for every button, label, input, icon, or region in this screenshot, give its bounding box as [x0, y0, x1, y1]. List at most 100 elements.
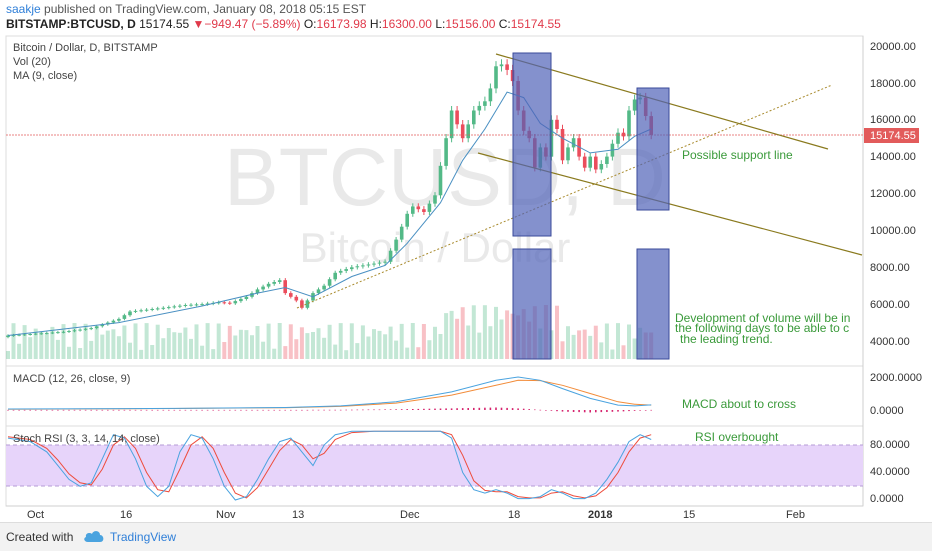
- volume-bar: [227, 325, 232, 359]
- macd-histogram-bar: [484, 407, 486, 410]
- candle-body: [61, 331, 66, 333]
- macd-histogram-bar: [517, 408, 519, 410]
- macd-histogram-bar: [500, 407, 503, 410]
- volume-bar: [610, 349, 615, 359]
- macd-histogram-bar: [345, 409, 347, 411]
- candle-body: [344, 269, 348, 271]
- volume-bar: [78, 348, 83, 359]
- volume-bar: [61, 324, 66, 359]
- macd-histogram-bar: [312, 409, 314, 411]
- volume-bar: [416, 347, 421, 359]
- candle-body: [228, 302, 232, 304]
- macd-histogram-bar: [456, 408, 458, 410]
- volume-bar: [211, 349, 216, 359]
- volume-bar: [460, 307, 465, 359]
- price-tick: 20000.00: [870, 41, 916, 53]
- macd-histogram-bar: [90, 409, 92, 411]
- candle-body: [350, 267, 354, 270]
- macd-histogram-bar: [156, 409, 159, 411]
- time-tick: Dec: [400, 509, 420, 521]
- time-tick: 2018: [588, 509, 612, 521]
- macd-histogram-bar: [173, 409, 176, 411]
- price-tick: 16000.00: [870, 114, 916, 126]
- candle-body: [17, 334, 21, 336]
- candle-body: [616, 132, 620, 144]
- highlight-box-volume-right[interactable]: [636, 248, 670, 360]
- macd-histogram-bar: [367, 409, 370, 411]
- candle-body: [250, 293, 254, 297]
- volume-bar: [333, 344, 338, 359]
- price-axis[interactable]: 20000.00 18000.00 16000.00 14000.00 1200…: [870, 41, 916, 348]
- volume-bar: [632, 338, 637, 359]
- macd-histogram-bar: [34, 409, 37, 411]
- candle-body: [200, 304, 204, 306]
- time-axis[interactable]: Oct 16 Nov 13 Dec 18 2018 15 Feb: [27, 509, 805, 521]
- macd-histogram-bar: [62, 409, 65, 411]
- candle-body: [338, 270, 343, 273]
- macd-histogram-bar: [428, 408, 431, 410]
- price-tick: 12000.00: [870, 188, 916, 200]
- volume-bar: [294, 339, 299, 359]
- macd-tick: 2000.0000: [870, 372, 922, 384]
- chart-area[interactable]: BTCUSD, D Bitcoin / Dollar Possible supp…: [0, 34, 932, 522]
- candle-body: [45, 332, 49, 334]
- macd-histogram-bar: [589, 410, 591, 413]
- macd-histogram-bar: [184, 409, 187, 411]
- footer-bar: Created with TradingView: [0, 522, 932, 551]
- candle-body: [444, 138, 448, 166]
- candle-body: [205, 303, 210, 305]
- support-trend-line[interactable]: [296, 84, 833, 309]
- candle-body: [22, 334, 27, 336]
- low-value: 15156.00: [445, 17, 496, 31]
- macd-histogram-bar: [362, 409, 364, 411]
- macd-histogram-bar: [40, 409, 43, 411]
- volume-bar: [427, 340, 432, 359]
- volume-bar: [155, 324, 160, 359]
- volume-bar: [272, 348, 277, 359]
- volume-bar: [83, 323, 88, 359]
- volume-bar: [616, 323, 620, 359]
- candle-body: [289, 293, 293, 297]
- time-tick: Feb: [786, 509, 805, 521]
- macd-pane[interactable]: [5, 365, 864, 427]
- volume-bar: [11, 323, 16, 359]
- macd-histogram-bar: [473, 407, 475, 410]
- macd-histogram-bar: [118, 409, 120, 411]
- highlight-box-price-left[interactable]: [512, 52, 552, 237]
- highlight-box-volume-left[interactable]: [512, 248, 552, 360]
- ma9-line: [7, 91, 652, 336]
- macd-histogram-bar: [412, 409, 414, 410]
- macd-histogram-bar: [550, 410, 553, 411]
- price-tick: 14000.00: [870, 151, 916, 163]
- macd-series: [7, 376, 652, 413]
- candle-body: [621, 132, 626, 137]
- volume-bar: [194, 324, 199, 359]
- macd-histogram-bar: [384, 409, 386, 410]
- macd-histogram-bar: [567, 410, 569, 412]
- macd-histogram-bar: [273, 409, 275, 411]
- volume-bar: [22, 325, 27, 359]
- volume-bar: [150, 345, 155, 359]
- macd-legend: MACD (12, 26, close, 9): [13, 373, 130, 385]
- volume-bar: [305, 333, 310, 359]
- candle-body: [167, 307, 171, 309]
- volume-bar: [67, 346, 71, 359]
- candle-body: [283, 280, 287, 294]
- price-tick: 18000.00: [870, 78, 916, 90]
- volume-bar: [593, 325, 598, 359]
- volume-bar: [277, 323, 282, 359]
- candle-body: [239, 298, 243, 302]
- volume-bar: [205, 323, 210, 359]
- candle-body: [466, 124, 470, 139]
- candle-body: [28, 334, 32, 335]
- candle-body: [355, 266, 360, 268]
- symbol-info: BITSTAMP:BTCUSD, D 15174.55 ▼−949.47 (−5…: [6, 17, 561, 31]
- stoch-tick: 0.0000: [870, 493, 904, 505]
- macd-histogram-bar: [445, 408, 447, 410]
- highlight-box-price-right[interactable]: [636, 87, 670, 211]
- candle-body: [333, 272, 337, 280]
- volume-bar: [560, 341, 565, 359]
- tradingview-brand-link[interactable]: TradingView: [110, 530, 177, 544]
- author-link[interactable]: saakje: [6, 2, 41, 16]
- candle-body: [571, 138, 576, 148]
